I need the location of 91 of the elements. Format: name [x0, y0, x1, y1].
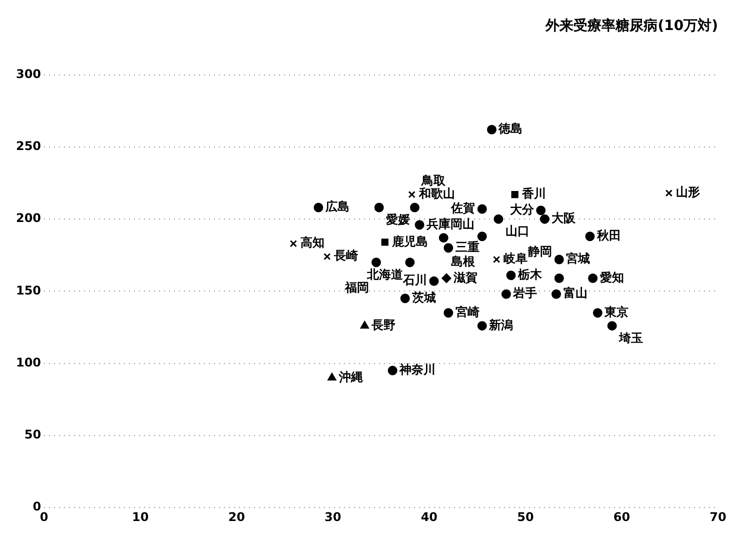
x-tick-label: 40 [420, 510, 438, 524]
point [494, 214, 504, 224]
annotation: 福岡 [344, 280, 370, 294]
point [388, 366, 398, 376]
y-tick-label: 200 [16, 211, 42, 226]
point [477, 321, 487, 331]
x-tick-label: 10 [132, 510, 149, 524]
point [414, 220, 424, 230]
point [554, 273, 564, 283]
point [607, 321, 617, 331]
point [536, 206, 546, 216]
annotation: 埼玉 [618, 330, 644, 345]
point [290, 240, 297, 248]
point [324, 253, 331, 260]
annotation: 兵庫 [426, 216, 451, 231]
point [328, 373, 336, 381]
point [486, 124, 496, 134]
annotation: 北海道 [366, 267, 404, 282]
x-tick-label: 20 [228, 510, 245, 524]
annotation: 東京 [604, 304, 629, 319]
point [665, 190, 672, 197]
annotation: 島根 [451, 254, 476, 269]
x-tick-label: 60 [613, 510, 630, 524]
x-tick-label: 50 [517, 510, 534, 524]
annotation: 石川 [402, 273, 427, 288]
y-tick-label: 300 [16, 66, 42, 81]
annotation: 山口 [505, 224, 530, 238]
point [408, 190, 416, 198]
x-tick-label: 30 [324, 510, 342, 524]
annotation: 岩手 [512, 286, 538, 300]
annotation: 長崎 [333, 248, 358, 263]
annotation: 鹿児島 [390, 234, 428, 248]
point [405, 258, 415, 268]
point [588, 273, 598, 283]
y-tick-label: 250 [16, 139, 42, 154]
point [492, 256, 500, 264]
y-tick-label: 0 [32, 500, 42, 514]
point [540, 214, 550, 224]
y-tick-label: 50 [24, 428, 42, 442]
point [410, 202, 420, 212]
annotation: 和歌山 [418, 186, 455, 201]
point [477, 232, 487, 242]
point [442, 273, 452, 283]
annotation: 岐阜 [504, 252, 528, 266]
point [381, 238, 388, 246]
point [360, 321, 369, 329]
point [552, 289, 561, 299]
annotation: 高知 [300, 236, 324, 250]
annotation: 秋田 [596, 228, 621, 243]
point [511, 190, 518, 198]
annotation: 静岡 [527, 244, 552, 258]
point [477, 204, 487, 214]
annotation: 香川 [520, 186, 546, 201]
annotation: 富山 [563, 286, 588, 300]
point [371, 258, 381, 268]
annotation: 徳島 [498, 122, 523, 136]
annotation: 栃木 [517, 267, 543, 282]
point [506, 270, 516, 280]
point [554, 254, 564, 264]
y-tick-label: 100 [16, 355, 42, 370]
point [585, 232, 595, 242]
point [400, 294, 410, 304]
annotation: 茨城 [411, 290, 436, 305]
chart-title: 外来受療率糖尿病(10万対) [544, 17, 718, 34]
annotation: 愛知 [600, 270, 624, 284]
annotation: 大分 [510, 202, 535, 217]
annotation: 三重 [455, 240, 480, 254]
point [501, 289, 511, 299]
annotation: 大阪 [552, 211, 577, 226]
point [438, 233, 448, 243]
annotation: 宮城 [566, 252, 590, 266]
x-tick-label: 70 [710, 510, 726, 524]
annotation: 宮崎 [455, 304, 480, 319]
point [429, 276, 439, 286]
annotation: 長野 [370, 318, 396, 332]
annotation: 新潟 [488, 318, 514, 332]
annotation: 滋賀 [452, 270, 478, 284]
point [374, 202, 384, 212]
point [444, 243, 454, 253]
annotation: 鳥取 [420, 174, 447, 188]
annotation: 神奈川 [398, 362, 436, 377]
annotation: 広島 [324, 200, 350, 214]
y-tick-label: 150 [16, 283, 42, 298]
point [592, 308, 602, 318]
annotation: 岡山 [450, 216, 475, 231]
annotation: 愛媛 [386, 212, 410, 227]
annotation: 佐賀 [450, 201, 476, 216]
annotation: 山形 [676, 185, 700, 200]
annotation: 沖縄 [338, 370, 363, 384]
point [314, 202, 324, 212]
point [444, 308, 454, 318]
